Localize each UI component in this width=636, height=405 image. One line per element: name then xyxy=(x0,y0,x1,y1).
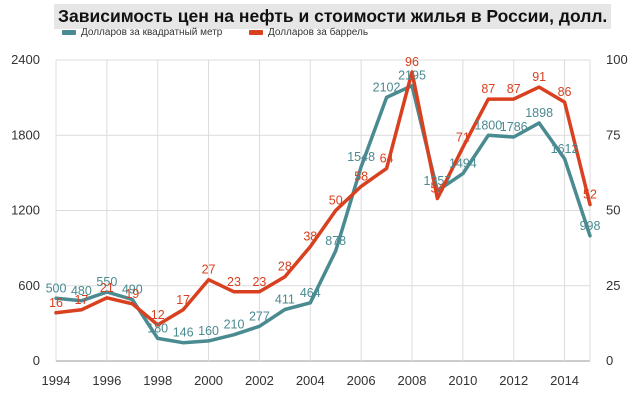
data-label-barrel: 87 xyxy=(481,82,495,96)
data-label-barrel: 23 xyxy=(227,275,241,289)
y-left-tick-label: 2400 xyxy=(11,52,40,67)
data-label-sqm: 464 xyxy=(300,286,321,300)
data-label-barrel: 23 xyxy=(252,275,266,289)
data-label-barrel: 54 xyxy=(430,181,444,195)
data-label-barrel: 64 xyxy=(380,151,394,165)
data-label-sqm: 1494 xyxy=(449,157,477,171)
data-label-sqm: 180 xyxy=(147,321,168,335)
x-tick-label: 1994 xyxy=(42,373,71,388)
y-right-tick-label: 100 xyxy=(606,52,628,67)
data-label-sqm: 1357 xyxy=(424,174,452,188)
x-tick-label: 2004 xyxy=(296,373,325,388)
x-tick-label: 2008 xyxy=(398,373,427,388)
data-label-barrel: 17 xyxy=(74,293,88,307)
legend-item-barrel: Долларов за баррель xyxy=(249,27,368,38)
data-label-barrel: 12 xyxy=(151,308,165,322)
data-label-sqm: 550 xyxy=(96,275,117,289)
data-label-sqm: 411 xyxy=(275,292,295,306)
data-label-sqm: 210 xyxy=(224,318,245,332)
chart-title: Зависимость цен на нефть и стоимости жил… xyxy=(54,4,612,29)
x-tick-label: 2010 xyxy=(448,373,477,388)
data-label-sqm: 1786 xyxy=(500,120,528,134)
data-label-barrel: 50 xyxy=(329,194,343,208)
data-label-sqm: 2102 xyxy=(373,80,401,94)
y-left-tick-label: 1200 xyxy=(11,203,40,218)
x-tick-label: 2012 xyxy=(499,373,528,388)
legend-label-barrel: Долларов за баррель xyxy=(268,27,369,38)
data-label-barrel: 86 xyxy=(558,85,572,99)
data-label-barrel: 58 xyxy=(354,169,368,183)
data-label-barrel: 28 xyxy=(278,260,292,274)
data-label-sqm: 160 xyxy=(198,324,219,338)
series-line-sqm xyxy=(54,83,592,345)
data-label-sqm: 490 xyxy=(122,283,143,297)
data-label-sqm: 480 xyxy=(71,284,92,298)
data-label-sqm: 1612 xyxy=(551,142,579,156)
data-label-sqm: 1548 xyxy=(347,150,375,164)
y-right-tick-label: 0 xyxy=(606,353,613,368)
x-tick-label: 2006 xyxy=(347,373,376,388)
legend-swatch-barrel xyxy=(249,30,263,35)
y-left-tick-label: 0 xyxy=(33,353,40,368)
data-label-barrel: 21 xyxy=(100,281,114,295)
x-tick-label: 2014 xyxy=(550,373,579,388)
data-label-sqm: 878 xyxy=(325,234,346,248)
legend-item-sqm: Долларов за квадратный метр xyxy=(62,27,222,38)
data-label-sqm: 2195 xyxy=(398,69,426,83)
y-right-tick-label: 75 xyxy=(606,127,620,142)
data-label-barrel: 19 xyxy=(125,287,139,301)
y-left-tick-label: 1800 xyxy=(11,127,40,142)
data-label-barrel: 17 xyxy=(176,293,190,307)
legend-label-sqm: Долларов за квадратный метр xyxy=(81,27,223,38)
x-tick-label: 1996 xyxy=(92,373,121,388)
data-label-sqm: 1898 xyxy=(525,106,553,120)
y-right-tick-label: 50 xyxy=(606,203,620,218)
data-label-barrel: 52 xyxy=(583,187,597,201)
y-right-tick-label: 25 xyxy=(606,278,620,293)
y-left-tick-label: 600 xyxy=(18,278,40,293)
data-label-sqm: 500 xyxy=(46,281,67,295)
x-tick-label: 2000 xyxy=(194,373,223,388)
legend-swatch-sqm xyxy=(62,30,76,35)
data-label-sqm: 277 xyxy=(249,309,270,323)
x-tick-label: 2002 xyxy=(245,373,274,388)
data-label-barrel: 27 xyxy=(202,263,216,277)
data-label-barrel: 87 xyxy=(507,82,521,96)
data-label-barrel: 71 xyxy=(456,130,470,144)
series-line-barrel xyxy=(54,70,592,327)
data-label-barrel: 16 xyxy=(49,296,63,310)
data-label-barrel: 38 xyxy=(303,230,317,244)
data-label-sqm: 1800 xyxy=(474,118,502,132)
data-label-sqm: 998 xyxy=(580,219,601,233)
data-label-sqm: 146 xyxy=(173,326,194,340)
x-tick-label: 1998 xyxy=(143,373,172,388)
data-label-barrel: 91 xyxy=(532,70,546,84)
data-label-barrel: 96 xyxy=(405,55,419,69)
